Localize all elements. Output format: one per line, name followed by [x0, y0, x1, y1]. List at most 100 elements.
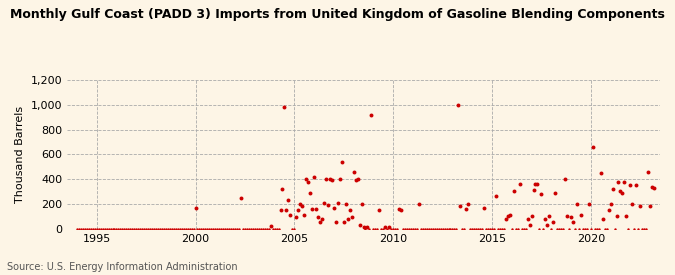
Point — [342, 216, 353, 221]
Point — [174, 226, 185, 231]
Point — [218, 226, 229, 231]
Point — [167, 226, 178, 231]
Point — [599, 226, 610, 231]
Point — [358, 225, 369, 230]
Point — [619, 179, 630, 184]
Point — [459, 226, 470, 231]
Point — [281, 208, 292, 212]
Point — [354, 223, 365, 227]
Point — [611, 214, 622, 218]
Point — [493, 226, 504, 231]
Point — [255, 226, 266, 231]
Point — [74, 226, 84, 231]
Point — [194, 226, 205, 231]
Point — [447, 226, 458, 231]
Point — [206, 226, 217, 231]
Point — [121, 226, 132, 231]
Point — [593, 226, 604, 231]
Point — [580, 226, 591, 231]
Point — [348, 169, 359, 174]
Point — [595, 171, 606, 175]
Point — [629, 226, 640, 231]
Point — [275, 208, 286, 212]
Point — [467, 226, 478, 231]
Point — [293, 208, 304, 212]
Point — [522, 216, 533, 221]
Point — [319, 200, 329, 205]
Point — [372, 226, 383, 231]
Point — [214, 226, 225, 231]
Point — [364, 226, 375, 231]
Point — [479, 205, 489, 210]
Point — [524, 223, 535, 227]
Point — [433, 226, 444, 231]
Point — [625, 183, 636, 188]
Point — [380, 225, 391, 230]
Point — [560, 177, 570, 181]
Point — [210, 226, 221, 231]
Point — [306, 207, 317, 211]
Point — [497, 226, 508, 231]
Point — [530, 182, 541, 186]
Point — [113, 226, 124, 231]
Point — [495, 226, 506, 231]
Point — [170, 226, 181, 231]
Point — [370, 226, 381, 231]
Point — [546, 226, 557, 231]
Point — [623, 226, 634, 231]
Point — [131, 226, 142, 231]
Point — [248, 226, 259, 231]
Point — [178, 226, 189, 231]
Point — [186, 226, 197, 231]
Point — [425, 226, 436, 231]
Point — [603, 208, 614, 212]
Point — [552, 226, 563, 231]
Point — [398, 226, 408, 231]
Point — [485, 226, 495, 231]
Point — [148, 226, 159, 231]
Point — [510, 226, 521, 231]
Point — [404, 226, 414, 231]
Point — [227, 226, 238, 231]
Point — [97, 226, 108, 231]
Point — [481, 226, 491, 231]
Point — [435, 226, 446, 231]
Point — [117, 226, 128, 231]
Point — [443, 226, 454, 231]
Point — [384, 225, 395, 230]
Point — [389, 226, 400, 231]
Point — [576, 213, 587, 217]
Point — [489, 226, 500, 231]
Point — [374, 208, 385, 212]
Point — [455, 204, 466, 208]
Point — [163, 226, 173, 231]
Point — [119, 226, 130, 231]
Point — [257, 226, 268, 231]
Point — [127, 226, 138, 231]
Point — [208, 226, 219, 231]
Point — [641, 226, 651, 231]
Point — [308, 174, 319, 179]
Point — [396, 208, 406, 212]
Point — [297, 204, 308, 208]
Point — [449, 226, 460, 231]
Text: Monthly Gulf Coast (PADD 3) Imports from United Kingdom of Gasoline Blending Com: Monthly Gulf Coast (PADD 3) Imports from… — [10, 8, 665, 21]
Point — [184, 226, 195, 231]
Point — [439, 226, 450, 231]
Point — [419, 226, 430, 231]
Point — [151, 226, 161, 231]
Point — [578, 226, 589, 231]
Point — [249, 226, 260, 231]
Point — [465, 226, 476, 231]
Point — [601, 226, 612, 231]
Point — [310, 207, 321, 211]
Point — [234, 226, 244, 231]
Point — [350, 178, 361, 183]
Point — [291, 215, 302, 220]
Point — [176, 226, 187, 231]
Point — [259, 226, 270, 231]
Point — [453, 103, 464, 107]
Point — [220, 226, 231, 231]
Point — [402, 226, 412, 231]
Point — [408, 226, 418, 231]
